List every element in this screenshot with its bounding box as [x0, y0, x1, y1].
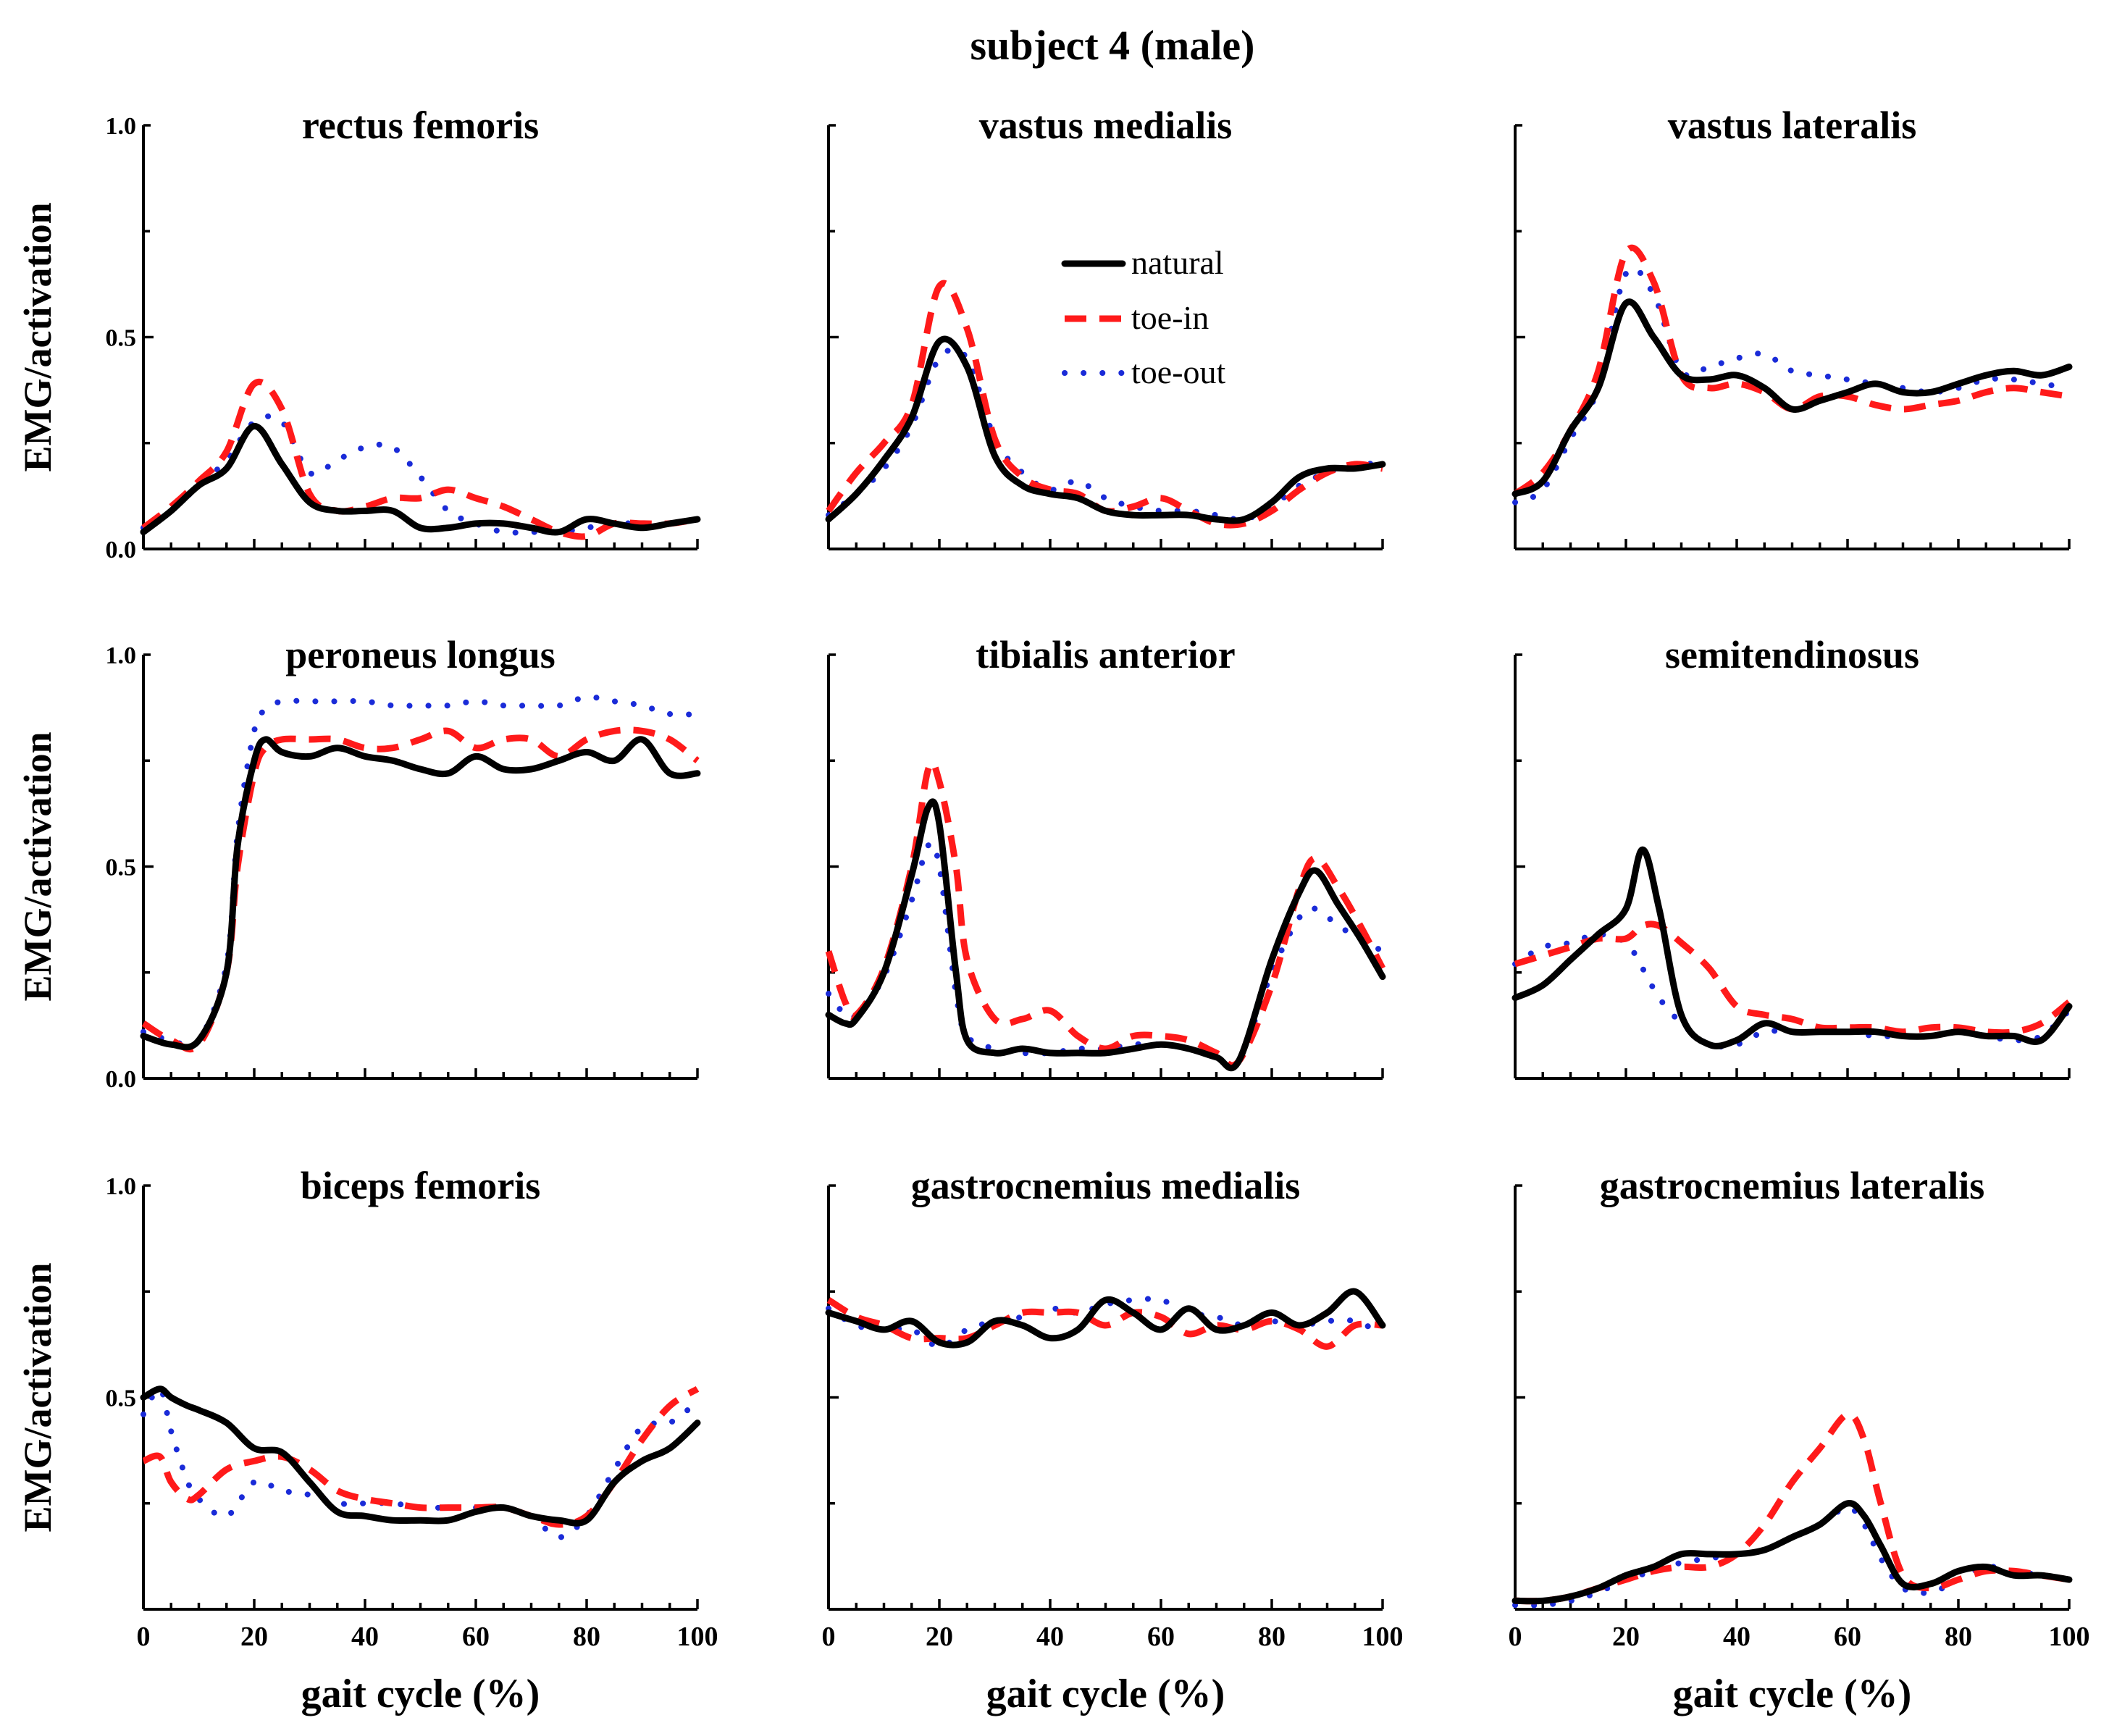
x-tick-label: 40 — [1723, 1622, 1750, 1652]
panel-title: gastrocnemius lateralis — [1600, 1164, 1984, 1207]
x-tick-label: 0 — [137, 1622, 151, 1652]
x-axis-label: gait cycle (%) — [301, 1672, 540, 1716]
series-toe-in — [826, 280, 1383, 529]
series-toe-in — [141, 726, 700, 1053]
x-tick-label: 100 — [1362, 1622, 1404, 1652]
series-toe-in — [141, 378, 698, 540]
series-natural — [140, 422, 701, 536]
panel-title: peroneus longus — [285, 633, 555, 676]
x-tick-label: 80 — [573, 1622, 600, 1652]
series-toe-out — [141, 694, 700, 1049]
x-tick-label: 60 — [462, 1622, 490, 1652]
panel-tibialis-anterior: tibialis anterior — [825, 633, 1386, 1080]
x-tick-label: 20 — [926, 1622, 953, 1652]
panel-vastus-lateralis: vastus lateralis — [1511, 104, 2073, 550]
legend-label-toe-in: toe-in — [1131, 299, 1209, 336]
series-natural — [140, 1385, 701, 1527]
y-tick-label: 1.0 — [106, 113, 137, 140]
series-natural — [825, 1288, 1386, 1349]
series-toe-out — [141, 1385, 700, 1540]
x-tick-label: 60 — [1147, 1622, 1175, 1652]
panel-semitendinosus: semitendinosus — [1511, 633, 2073, 1080]
x-tick-label: 40 — [1036, 1622, 1064, 1652]
x-tick-label: 60 — [1834, 1622, 1861, 1652]
legend-label-natural: natural — [1131, 244, 1224, 281]
series-natural — [1511, 1500, 2073, 1605]
panel-title: vastus lateralis — [1668, 104, 1917, 147]
x-tick-label: 20 — [1612, 1622, 1640, 1652]
x-tick-label: 80 — [1945, 1622, 1972, 1652]
x-axis-label: gait cycle (%) — [1673, 1672, 1912, 1716]
x-axis-label: gait cycle (%) — [986, 1672, 1225, 1716]
y-tick-label: 1.0 — [106, 1173, 137, 1200]
x-tick-label: 0 — [1509, 1622, 1522, 1652]
series-toe-in — [1514, 1411, 2070, 1605]
series-toe-out — [1512, 265, 2072, 506]
panel-title: rectus femoris — [302, 104, 539, 147]
series-natural — [825, 798, 1386, 1072]
x-tick-label: 40 — [351, 1622, 379, 1652]
panel-title: vastus medialis — [979, 104, 1233, 147]
y-tick-label: 0.5 — [106, 1385, 137, 1412]
y-tick-label: 0.0 — [106, 537, 137, 563]
series-toe-in — [142, 1385, 700, 1528]
panel-title: biceps femoris — [301, 1164, 540, 1207]
series-natural — [1511, 298, 2073, 498]
panel-title: gastrocnemius medialis — [911, 1164, 1301, 1207]
panel-title: tibialis anterior — [976, 633, 1235, 676]
panel-vastus-medialis: vastus medialis natural toe-in toe-out — [825, 104, 1386, 550]
panel-gastrocnemius-lateralis: 0 20 40 60 80 100 gastrocnemius lateralis gait … — [1509, 1164, 2090, 1716]
y-tick-label: 1.0 — [106, 642, 137, 669]
y-axis-label: EMG/activation — [16, 1263, 59, 1532]
figure-title: subject 4 (male) — [970, 22, 1254, 69]
x-tick-label: 100 — [2049, 1622, 2090, 1652]
y-tick-label: 0.0 — [106, 1066, 137, 1093]
y-tick-label: 0.5 — [106, 325, 137, 352]
series-toe-in — [1514, 921, 2071, 1036]
series-toe-out — [826, 839, 1385, 1070]
series-natural — [1511, 846, 2073, 1049]
series-natural — [140, 736, 701, 1051]
panel-title: semitendinosus — [1665, 633, 1919, 676]
x-tick-label: 80 — [1258, 1622, 1286, 1652]
y-axis-label: EMG/activation — [16, 732, 59, 1002]
series-toe-in — [825, 759, 1385, 1069]
series-toe-out — [826, 345, 1385, 523]
series-toe-out — [141, 413, 700, 536]
panel-gastrocnemius-medialis: 0 20 40 60 80 100 gastrocnemius medialis gait c… — [822, 1164, 1404, 1716]
x-tick-label: 20 — [240, 1622, 268, 1652]
panel-peroneus-longus: 0.0 0.5 1.0 peroneus longus EMG/activation — [16, 633, 701, 1093]
y-tick-label: 0.5 — [106, 855, 137, 881]
legend-label-toe-out: toe-out — [1131, 353, 1226, 390]
series-natural — [825, 335, 1386, 524]
legend: natural toe-in toe-out — [1061, 244, 1226, 390]
panel-rectus-femoris: 0.0 0.5 1.0 rectus femoris EMG/activation — [16, 104, 701, 563]
x-tick-label: 100 — [677, 1622, 718, 1652]
y-axis-label: EMG/activation — [16, 203, 59, 472]
panel-biceps-femoris: 0.5 1.0 0 20 40 60 80 100 biceps femoris EMG/acti… — [16, 1164, 718, 1716]
x-tick-label: 0 — [822, 1622, 836, 1652]
